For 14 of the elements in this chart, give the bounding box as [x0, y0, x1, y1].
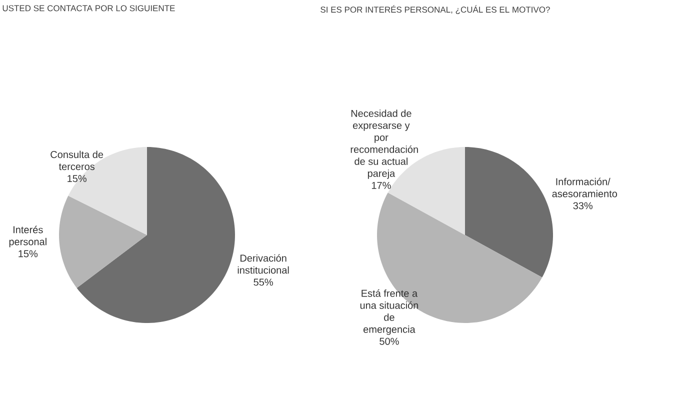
slice-label: Interés personal — [9, 226, 46, 248]
chart-title: USTED SE CONTACTA POR LO SIGUIENTE — [2, 5, 175, 12]
slice-label: Consulta de terceros — [50, 150, 104, 170]
data-label: 15% — [18, 250, 38, 258]
slice-label: Está frente a una situación de emergencia — [360, 289, 418, 335]
slice-label: Información/ asesoramiento — [552, 178, 618, 198]
slice-label: Derivación institucional — [238, 254, 289, 274]
data-label: 50% — [380, 338, 399, 345]
data-label: 33% — [573, 202, 593, 210]
slice-label: Necesidad de expresarse y por recomendación de su actual pareja — [350, 110, 418, 179]
data-label: 17% — [372, 182, 391, 189]
data-label: 55% — [254, 278, 273, 286]
chart-title: SI ES POR INTERÉS PERSONAL, ¿CUÁL ES EL MOTIVO? — [320, 5, 550, 14]
data-label: 15% — [68, 175, 86, 182]
